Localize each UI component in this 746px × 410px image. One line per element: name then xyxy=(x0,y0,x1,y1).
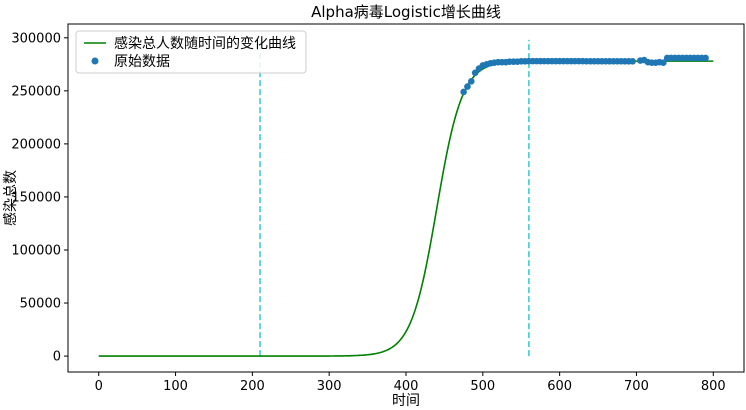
data-point xyxy=(467,77,475,85)
x-tick-label: 0 xyxy=(95,379,103,394)
data-point xyxy=(702,54,709,62)
x-tick-label: 100 xyxy=(163,379,188,394)
data-point xyxy=(464,83,471,90)
x-tick-label: 200 xyxy=(240,379,265,394)
fit-curve xyxy=(98,60,714,357)
y-tick-label: 250000 xyxy=(11,84,61,99)
data-point xyxy=(460,88,467,96)
x-tick-label: 400 xyxy=(394,379,419,394)
y-tick-label: 150000 xyxy=(11,190,61,205)
x-axis-ticks: 0 100 200 300 400 500 600 700 800 xyxy=(95,372,726,394)
y-tick-label: 0 xyxy=(53,350,61,365)
plot-frame xyxy=(67,23,745,373)
data-point xyxy=(471,69,479,77)
y-tick-label: 300000 xyxy=(11,31,61,46)
y-axis-title: 感染总数 xyxy=(2,170,19,226)
x-tick-label: 800 xyxy=(701,379,726,394)
legend-line-label: 感染总人数随时间的变化曲线 xyxy=(114,35,296,52)
y-tick-label: 100000 xyxy=(11,243,61,258)
data-point xyxy=(629,58,636,65)
data-point xyxy=(660,59,667,67)
legend-dot-swatch xyxy=(91,57,99,65)
x-tick-label: 700 xyxy=(624,379,649,394)
legend-dot-label: 原始数据 xyxy=(114,54,170,70)
x-axis-title: 时间 xyxy=(392,393,420,409)
y-tick-label: 200000 xyxy=(11,137,61,152)
legend-box xyxy=(75,30,307,74)
x-tick-label: 600 xyxy=(547,379,572,394)
x-tick-label: 300 xyxy=(317,379,342,394)
data-points-layer xyxy=(460,54,709,96)
y-tick-label: 50000 xyxy=(20,297,61,312)
fit-curve-layer xyxy=(98,60,714,357)
x-tick-label: 500 xyxy=(470,379,495,394)
chart-title: Alpha病毒Logistic增长曲线 xyxy=(311,3,501,21)
reference-lines xyxy=(259,39,530,357)
y-axis-ticks: 0 50000 100000 150000 200000 250000 300000 xyxy=(11,31,68,365)
legend: 感染总人数随时间的变化曲线 原始数据 xyxy=(75,30,307,74)
